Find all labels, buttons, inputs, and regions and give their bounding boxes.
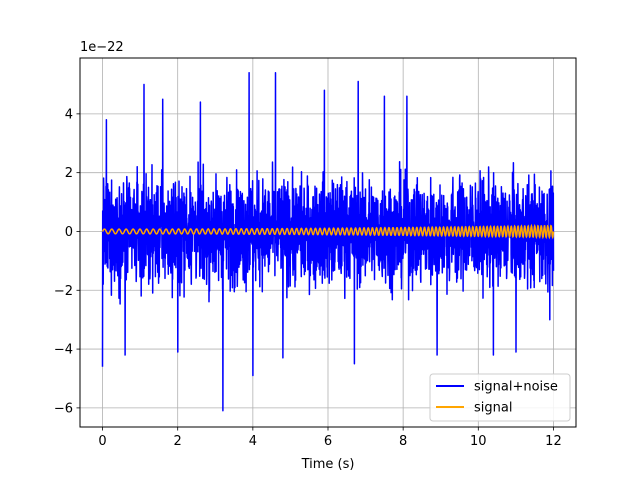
legend-label-signal-noise: signal+noise	[474, 380, 558, 395]
x-tick-label: 2	[174, 434, 182, 449]
y-offset-text: 1e−22	[80, 40, 124, 55]
x-tick-label: 6	[324, 434, 332, 449]
y-tick-label: 2	[65, 166, 73, 181]
y-tick-label: −6	[54, 401, 73, 416]
x-tick-label: 0	[98, 434, 106, 449]
series-signal	[101, 223, 555, 240]
x-tick-label: 12	[545, 434, 562, 449]
legend-label-signal: signal	[474, 401, 512, 416]
x-axis-label: Time (s)	[301, 457, 355, 472]
y-tick-label: −4	[54, 343, 73, 358]
x-tick-label: 10	[470, 434, 487, 449]
x-tick-label: 4	[249, 434, 257, 449]
series-layer	[101, 71, 555, 412]
y-tick-label: 0	[65, 225, 73, 240]
axis-ticks: 0 2 4 6 8 10 12 −6 −4 −2 0 2 4	[54, 107, 562, 449]
x-tick-label: 8	[399, 434, 407, 449]
y-tick-label: −2	[54, 284, 73, 299]
legend: signal+noise signal	[429, 373, 571, 422]
legend-box	[429, 373, 571, 422]
series-signal-noise	[101, 71, 555, 412]
y-tick-label: 4	[65, 107, 73, 122]
